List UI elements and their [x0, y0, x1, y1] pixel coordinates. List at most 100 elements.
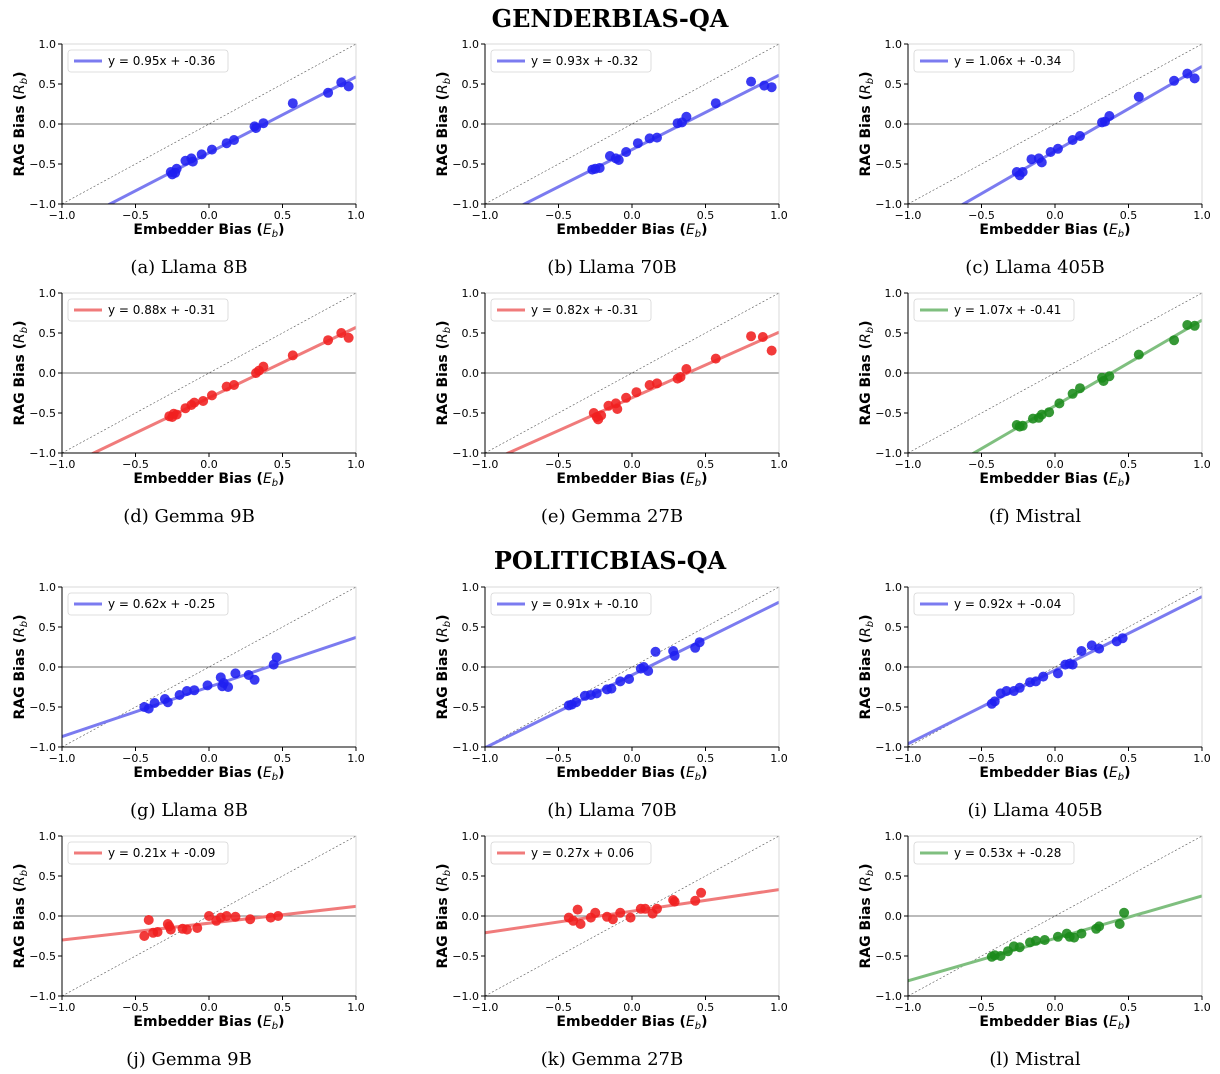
data-point: [143, 915, 154, 925]
legend: y = 1.06x + -0.34: [913, 49, 1075, 73]
x-tick-label: 0.5: [697, 458, 715, 471]
y-tick-label: −0.5: [452, 701, 479, 714]
legend-box: [490, 298, 652, 322]
x-axis-label: Embedder Bias (Eb): [556, 1014, 707, 1032]
x-axis-label: Embedder Bias (Eb): [556, 222, 707, 240]
x-tick-label: 0.5: [697, 209, 715, 222]
data-point: [1117, 633, 1128, 644]
plot-area: [62, 293, 356, 453]
data-point: [1052, 931, 1063, 942]
data-point: [710, 98, 721, 109]
data-point: [149, 698, 160, 708]
legend-text: y = 0.62x + -0.25: [108, 597, 215, 611]
data-point: [206, 144, 217, 155]
x-axis-label: Embedder Bias (Eb): [979, 765, 1130, 783]
x-tick-label: 0.5: [1120, 209, 1138, 222]
x-tick-label: −1.0: [472, 458, 499, 471]
data-point: [192, 923, 203, 933]
y-tick-label: −1.0: [452, 447, 479, 460]
data-point: [669, 650, 680, 661]
data-point: [323, 335, 334, 346]
data-point: [343, 81, 354, 92]
x-tick-label: 1.0: [347, 209, 365, 222]
legend-box: [490, 841, 652, 865]
y-axis-label: RAG Bias (Rb): [12, 614, 30, 719]
chart-panel: −1.0−1.0 −0.5 −0.5 0.0 0.0 0.5 0.5 1.0 1.0 Embedd…: [435, 830, 788, 1070]
data-point: [1182, 320, 1193, 330]
data-point: [625, 912, 636, 923]
x-axis-label: Embedder Bias (Eb): [133, 471, 284, 489]
regression-line: [485, 888, 779, 935]
x-axis-label: Embedder Bias (Eb): [133, 765, 284, 783]
x-tick-label: 0.5: [274, 458, 292, 471]
plot-area: [908, 587, 1202, 747]
y-tick-label: 0.0: [885, 910, 903, 923]
y-tick-label: −0.5: [29, 950, 56, 963]
x-tick-label: 1.0: [1193, 1001, 1211, 1014]
y-axis-label: RAG Bias (Rb): [858, 614, 876, 719]
subfigure-caption: (f) Mistral: [989, 506, 1081, 527]
chart-panel: −1.0−1.0 −0.5 −0.5 0.0 0.0 0.5 0.5 1.0 1.0 Embedd…: [858, 830, 1211, 1070]
x-tick-label: −0.5: [968, 752, 995, 765]
x-tick-label: 0.5: [697, 1001, 715, 1014]
x-tick-label: 0.0: [200, 209, 218, 222]
section-title-genderbias: GENDERBIAS-QA: [491, 4, 729, 33]
x-tick-label: −0.5: [122, 752, 149, 765]
data-point: [251, 123, 262, 133]
regression-line: [62, 904, 356, 942]
data-point: [612, 404, 623, 414]
data-point: [1014, 942, 1025, 953]
data-point: [171, 163, 182, 174]
data-point: [1054, 398, 1065, 409]
y-tick-label: 0.5: [462, 870, 480, 883]
y-tick-label: −0.5: [875, 407, 902, 420]
data-point: [204, 911, 214, 921]
y-tick-label: 0.5: [39, 327, 57, 340]
x-tick-label: −0.5: [545, 752, 572, 765]
x-tick-label: −0.5: [968, 458, 995, 471]
subfigure-caption: (j) Gemma 9B: [126, 1049, 252, 1070]
x-tick-label: −0.5: [122, 209, 149, 222]
y-tick-label: 0.0: [462, 367, 480, 380]
y-axis-label: RAG Bias (Rb): [435, 863, 453, 968]
data-point: [171, 409, 182, 420]
data-point: [1119, 907, 1130, 918]
legend: y = 0.62x + -0.25: [67, 592, 229, 616]
legend-text: y = 0.93x + -0.32: [531, 54, 638, 68]
data-point: [1014, 682, 1025, 693]
x-tick-label: 0.5: [1120, 752, 1138, 765]
data-point: [287, 350, 298, 361]
subfigure-caption: (d) Gemma 9B: [123, 506, 255, 527]
data-point: [271, 652, 282, 663]
data-point: [650, 646, 661, 657]
data-point: [1039, 935, 1050, 945]
plot-area: [62, 44, 356, 204]
data-point: [1001, 686, 1012, 696]
subfigure-caption: (g) Llama 8B: [130, 800, 248, 821]
y-tick-label: 0.5: [39, 870, 57, 883]
data-point: [1074, 383, 1085, 394]
data-point: [615, 676, 626, 687]
x-tick-label: 0.0: [1046, 209, 1064, 222]
x-axis-label: Embedder Bias (Eb): [979, 471, 1130, 489]
y-axis-label: RAG Bias (Rb): [435, 320, 453, 425]
data-point: [1052, 668, 1063, 679]
y-tick-label: 0.0: [885, 367, 903, 380]
data-point: [189, 397, 200, 408]
data-point: [181, 686, 192, 696]
data-point: [1036, 157, 1047, 168]
data-point: [1017, 420, 1028, 431]
data-point: [681, 111, 692, 122]
y-tick-label: 0.0: [462, 661, 480, 674]
x-tick-label: 1.0: [1193, 752, 1211, 765]
subfigure-caption: (c) Llama 405B: [965, 257, 1104, 278]
data-point: [1067, 388, 1078, 399]
data-point: [1076, 928, 1087, 939]
x-tick-label: −1.0: [895, 1001, 922, 1014]
x-tick-label: −1.0: [472, 752, 499, 765]
data-point: [675, 372, 686, 382]
legend: y = 0.93x + -0.32: [490, 49, 652, 73]
x-tick-label: −0.5: [545, 458, 572, 471]
x-tick-label: 0.0: [623, 1001, 641, 1014]
data-point: [336, 77, 347, 88]
